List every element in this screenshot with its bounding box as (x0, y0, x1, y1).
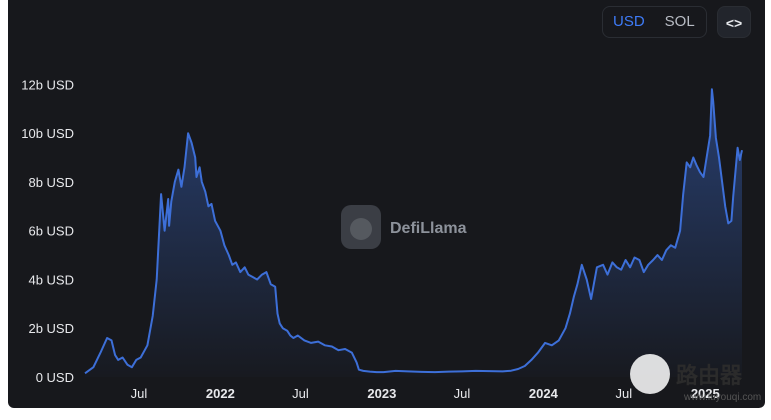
router-logo-icon (630, 354, 670, 394)
x-tick-label: Jul (616, 386, 633, 401)
y-tick-label: 6b USD (28, 224, 74, 239)
x-tick-label: 2025 (691, 386, 720, 401)
y-tick-label: 0 USD (36, 370, 74, 385)
y-axis: 0 USD 2b USD 4b USD 6b USD 8b USD 10b USD 12b … (21, 77, 74, 385)
x-tick-label: 2023 (367, 386, 396, 401)
currency-toggle: USD SOL (602, 6, 707, 38)
y-tick-label: 4b USD (28, 272, 74, 287)
usd-button[interactable]: USD (613, 13, 645, 30)
y-tick-label: 8b USD (28, 175, 74, 190)
sol-button[interactable]: SOL (664, 13, 695, 30)
x-tick-label: Jul (131, 386, 148, 401)
tvl-area (85, 89, 742, 378)
x-tick-label: 2024 (529, 386, 559, 401)
defillama-watermark: DefiLlama (341, 205, 467, 249)
site-stamp: 路由器 (630, 354, 742, 394)
y-tick-label: 12b USD (21, 77, 74, 92)
watermark-text: DefiLlama (390, 220, 467, 237)
embed-code-button[interactable]: <> (717, 6, 751, 38)
x-tick-label: Jul (292, 386, 309, 401)
y-tick-label: 2b USD (28, 321, 74, 336)
x-axis: Jul 2022 Jul 2023 Jul 2024 Jul 2025 (131, 386, 720, 401)
stamp-text: 路由器 (676, 364, 743, 389)
x-tick-label: Jul (454, 386, 471, 401)
x-tick-label: 2022 (206, 386, 235, 401)
stamp-url: www.luyouqi.com (684, 392, 762, 403)
y-tick-label: 10b USD (21, 126, 74, 141)
tvl-line (84, 88, 743, 375)
